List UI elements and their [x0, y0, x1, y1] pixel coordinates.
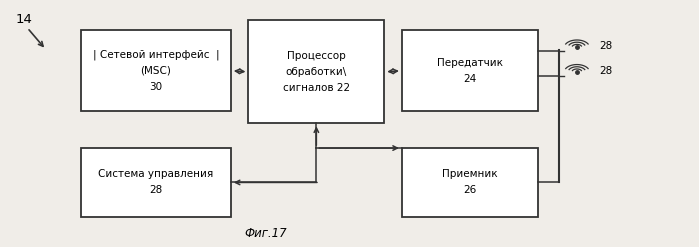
Text: | Сетевой интерфейс  |: | Сетевой интерфейс |: [92, 49, 219, 60]
Text: 28: 28: [599, 41, 612, 51]
Text: (MSC): (MSC): [140, 66, 171, 76]
Text: обработки\: обработки\: [286, 67, 347, 77]
Text: 24: 24: [463, 74, 477, 84]
Text: Приемник: Приемник: [442, 169, 498, 180]
Bar: [402, 30, 538, 111]
Bar: [81, 148, 231, 217]
Text: Процессор: Процессор: [287, 51, 346, 61]
Text: 26: 26: [463, 185, 477, 195]
Text: 14: 14: [16, 13, 33, 26]
Text: Фиг.17: Фиг.17: [245, 227, 287, 240]
Bar: [402, 148, 538, 217]
Bar: [248, 20, 384, 124]
Text: Передатчик: Передатчик: [437, 58, 503, 68]
Text: 28: 28: [599, 66, 612, 76]
Text: Система управления: Система управления: [99, 169, 213, 180]
Text: 28: 28: [150, 185, 163, 195]
Bar: [81, 30, 231, 111]
Text: сигналов 22: сигналов 22: [283, 83, 350, 93]
Text: 30: 30: [150, 82, 162, 92]
